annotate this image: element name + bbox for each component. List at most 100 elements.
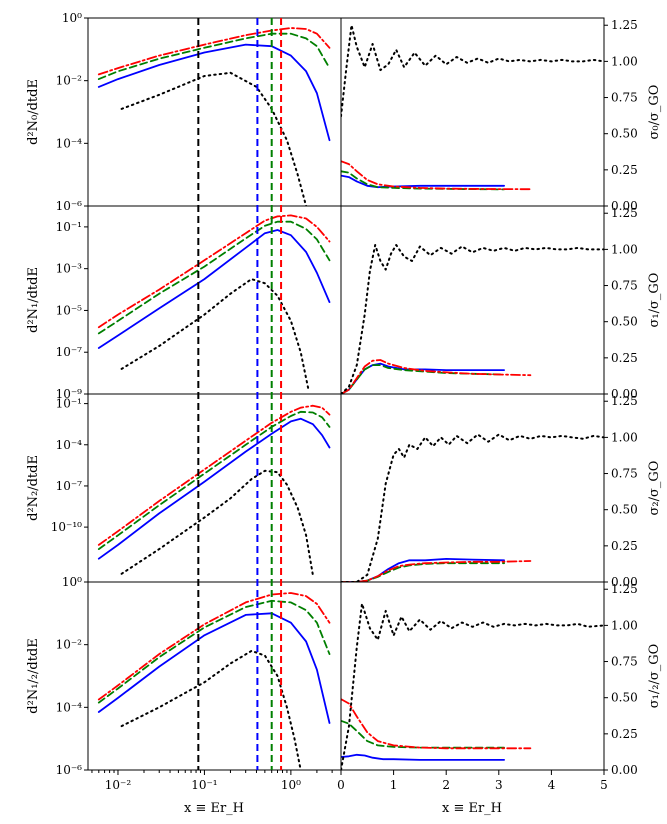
left-2-ylabel: d²N₂/dtdE	[26, 455, 41, 521]
left-0-series-green	[97, 32, 331, 80]
right-2-ylabel: σ₂/σ_GO	[647, 461, 662, 516]
right-panel-2: σ₂/σ_GO 0.00 0.25 0.50 0.75 1.00 1.25	[340, 393, 662, 589]
right-panel-3: σ₁/₂/σ_GO 0.00 0.25 0.50 0.75 1.00 1.25	[340, 581, 662, 777]
left-3-series-black	[120, 649, 302, 770]
left-2-series-black	[120, 469, 314, 577]
left-0-ytick-label: 10⁻⁴	[56, 136, 83, 150]
x-axis-right-label: x ≡ Er_H	[442, 801, 502, 816]
right-0-yticks: 0.00 0.25 0.50 0.75 1.00 1.25	[604, 18, 638, 213]
right-3-frame	[340, 581, 605, 771]
left-1-ytick-label: 10⁻⁷	[56, 345, 83, 359]
right-2-series-green	[341, 562, 506, 582]
right-0-ytick-label: 1.00	[611, 54, 638, 68]
x-left-tick-label: 10⁻²	[105, 778, 132, 792]
right-1-ytick-label: 1.00	[611, 242, 638, 256]
right-2-plot	[341, 433, 604, 582]
right-2-ytick-label: 0.25	[611, 539, 638, 553]
right-3-ytick-label: 0.25	[611, 727, 638, 741]
right-1-ylabel: σ₁/σ_GO	[647, 273, 662, 328]
left-1-ylabel: d²N₁/dtdE	[26, 267, 41, 333]
x-axis-left-label: x ≡ Er_H	[184, 801, 244, 816]
right-0-series-black	[341, 24, 604, 118]
x-axis-right: 0 1 2 3 4 5	[337, 770, 608, 792]
left-3-series-blue	[97, 612, 331, 724]
x-right-tick-label: 3	[495, 778, 503, 792]
x-left-tick-label: 10⁻¹	[191, 778, 217, 792]
right-3-yticks: 0.00 0.25 0.50 0.75 1.00 1.25	[604, 582, 638, 777]
left-2-series-green	[97, 410, 331, 550]
right-1-ytick-label: 0.25	[611, 351, 638, 365]
right-panel-1: σ₁/σ_GO 0.00 0.25 0.50 0.75 1.00 1.25	[340, 205, 662, 401]
left-3-series-green	[97, 599, 331, 704]
left-0-series-red	[97, 27, 331, 76]
left-3-ytick-label: 10⁻⁶	[56, 763, 83, 777]
right-0-ytick-label: 1.25	[611, 18, 638, 32]
right-0-frame	[340, 17, 605, 207]
right-0-plot	[341, 24, 604, 191]
left-0-ylabel: d²N₀/dtdE	[26, 79, 41, 145]
right-2-yticks: 0.00 0.25 0.50 0.75 1.00 1.25	[604, 394, 638, 589]
right-3-plot	[341, 602, 604, 770]
left-2-yticks: 10⁻¹ 10⁻⁴ 10⁻⁷ 10⁻¹⁰	[51, 397, 88, 534]
left-0-ytick-label: 10⁰	[62, 11, 82, 25]
right-2-ytick-label: 0.75	[611, 467, 638, 481]
left-1-ytick-label: 10⁻⁹	[56, 387, 83, 401]
right-0-ytick-label: 0.00	[611, 199, 638, 213]
right-3-ytick-label: 1.25	[611, 582, 638, 596]
left-0-ytick-label: 10⁻⁶	[56, 199, 83, 213]
left-1-series-black	[120, 278, 310, 391]
left-3-ytick-label: 10⁰	[62, 575, 82, 589]
left-panel-2: d²N₂/dtdE 10⁻¹ 10⁻⁴ 10⁻⁷ 10⁻¹⁰	[26, 393, 342, 583]
left-2-series-red	[97, 404, 331, 546]
x-right-tick-label: 5	[600, 778, 608, 792]
right-2-series-black	[341, 433, 604, 582]
right-2-frame	[340, 393, 605, 583]
x-right-tick-label: 2	[442, 778, 450, 792]
left-1-ytick-label: 10⁻³	[56, 262, 83, 276]
left-3-series-red	[97, 592, 331, 701]
left-0-ytick-label: 10⁻²	[56, 74, 83, 88]
left-3-yticks: 10⁰ 10⁻² 10⁻⁴ 10⁻⁶	[56, 575, 88, 777]
left-1-yticks: 10⁻¹ 10⁻³ 10⁻⁵ 10⁻⁷ 10⁻⁹	[56, 220, 88, 401]
right-1-ytick-label: 0.00	[611, 387, 638, 401]
left-panel-3: d²N₁/₂/dtdE 10⁰ 10⁻² 10⁻⁴ 10⁻⁶	[26, 575, 342, 777]
left-3-ytick-label: 10⁻²	[56, 638, 83, 652]
left-3-ytick-label: 10⁻⁴	[56, 700, 83, 714]
right-0-ytick-label: 0.25	[611, 163, 638, 177]
left-2-plot	[97, 404, 331, 577]
right-1-ytick-label: 0.75	[611, 279, 638, 293]
right-2-ytick-label: 1.00	[611, 430, 638, 444]
right-3-series-green	[341, 719, 506, 749]
right-0-ytick-label: 0.75	[611, 91, 638, 105]
left-2-ytick-label: 10⁻⁷	[56, 479, 83, 493]
right-3-ytick-label: 1.00	[611, 618, 638, 632]
right-2-series-red	[341, 560, 532, 582]
right-3-series-red	[341, 698, 532, 750]
right-0-ylabel: σ₀/σ_GO	[647, 85, 662, 140]
left-panel-1: d²N₁/dtdE 10⁻¹ 10⁻³ 10⁻⁵ 10⁻⁷ 10⁻⁹	[26, 205, 342, 401]
left-2-ytick-label: 10⁻⁴	[56, 438, 83, 452]
right-3-ylabel: σ₁/₂/σ_GO	[647, 644, 662, 708]
left-2-series-blue	[97, 417, 331, 560]
left-1-ytick-label: 10⁻¹	[56, 220, 82, 234]
left-1-series-red	[97, 214, 331, 329]
right-0-ytick-label: 0.50	[611, 127, 638, 141]
right-1-plot	[341, 244, 604, 394]
left-0-plot	[97, 27, 331, 206]
left-3-ylabel: d²N₁/₂/dtdE	[26, 638, 41, 713]
right-3-ytick-label: 0.50	[611, 691, 638, 705]
right-2-ytick-label: 0.50	[611, 503, 638, 517]
right-1-series-red	[341, 359, 532, 394]
right-1-yticks: 0.00 0.25 0.50 0.75 1.00 1.25	[604, 206, 638, 401]
left-0-yticks: 10⁰ 10⁻² 10⁻⁴ 10⁻⁶	[56, 11, 88, 213]
right-2-ytick-label: 0.00	[611, 575, 638, 589]
x-right-tick-label: 4	[548, 778, 556, 792]
x-right-tick-label: 0	[337, 778, 345, 792]
left-2-frame	[87, 393, 342, 583]
right-3-ytick-label: 0.75	[611, 655, 638, 669]
left-0-series-black	[120, 71, 308, 206]
right-1-series-black	[341, 244, 604, 394]
x-right-tick-label: 1	[390, 778, 398, 792]
right-3-ytick-label: 0.00	[611, 763, 638, 777]
